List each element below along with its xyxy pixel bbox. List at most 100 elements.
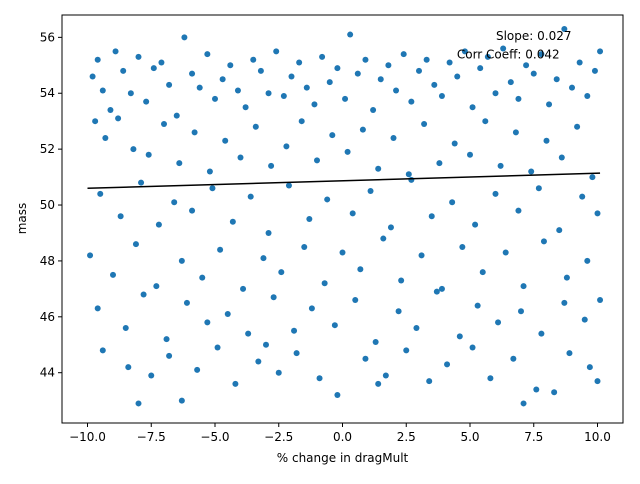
- scatter-point: [459, 243, 466, 250]
- scatter-point: [535, 185, 542, 192]
- scatter-point: [375, 165, 382, 172]
- scatter-point: [189, 70, 196, 77]
- scatter-point: [426, 378, 433, 385]
- scatter-point: [362, 355, 369, 362]
- scatter-point: [438, 285, 445, 292]
- scatter-point: [474, 302, 481, 309]
- scatter-point: [594, 210, 601, 217]
- scatter-point: [217, 246, 224, 253]
- scatter-point: [497, 162, 504, 169]
- scatter-point: [408, 98, 415, 105]
- scatter-point: [132, 241, 139, 248]
- x-tick-label: −5.0: [200, 430, 229, 444]
- scatter-point: [518, 308, 524, 315]
- scatter-point: [115, 115, 122, 122]
- scatter-point: [316, 375, 323, 382]
- scatter-point: [212, 95, 218, 102]
- scatter-point: [314, 157, 320, 164]
- scatter-point: [398, 277, 405, 284]
- scatter-point: [311, 101, 318, 108]
- scatter-point: [99, 347, 106, 354]
- scatter-point: [553, 76, 560, 83]
- scatter-point: [375, 380, 382, 387]
- scatter-point: [523, 62, 530, 69]
- scatter-point: [298, 118, 305, 125]
- scatter-point: [597, 297, 604, 304]
- scatter-point: [196, 84, 203, 91]
- scatter-point: [566, 350, 573, 357]
- scatter-point: [112, 48, 119, 55]
- scatter-point: [120, 67, 127, 74]
- scatter-point: [224, 311, 231, 318]
- scatter-point: [395, 308, 402, 315]
- scatter-point: [431, 81, 438, 88]
- scatter-point: [408, 176, 415, 183]
- x-tick-label: 7.5: [524, 430, 543, 444]
- scatter-point: [275, 369, 282, 376]
- scatter-point: [227, 62, 234, 69]
- y-tick-label: 56: [40, 30, 55, 44]
- scatter-point: [245, 330, 252, 337]
- scatter-point: [97, 190, 104, 197]
- y-axis-label: mass: [15, 203, 29, 235]
- scatter-point: [540, 238, 547, 245]
- scatter-point: [370, 107, 377, 114]
- scatter-point: [288, 73, 295, 80]
- scatter-point: [515, 207, 522, 214]
- scatter-point: [461, 48, 468, 55]
- scatter-point: [413, 324, 420, 331]
- scatter-point: [181, 34, 188, 41]
- scatter-point: [178, 257, 185, 264]
- scatter-point: [334, 65, 341, 72]
- scatter-point: [194, 366, 201, 373]
- scatter-point: [155, 221, 162, 228]
- scatter-point: [507, 79, 514, 86]
- scatter-point: [148, 372, 155, 379]
- fit-line-layer: [87, 172, 601, 190]
- scatter-point: [472, 221, 479, 228]
- scatter-point: [456, 333, 463, 340]
- scatter-point: [117, 213, 124, 220]
- scatter-point: [166, 81, 173, 88]
- scatter-point: [204, 319, 211, 326]
- scatter-point: [515, 95, 522, 102]
- y-tick-label: 48: [40, 254, 55, 268]
- scatter-point: [576, 59, 583, 66]
- scatter-point: [250, 56, 257, 63]
- points-layer: [87, 25, 604, 407]
- scatter-point: [189, 207, 196, 214]
- scatter-point: [99, 87, 106, 94]
- scatter-point: [94, 305, 101, 312]
- scatter-point: [581, 316, 588, 323]
- scatter-point: [232, 380, 239, 387]
- scatter-point: [528, 168, 535, 175]
- fit-line: [87, 172, 601, 190]
- x-tick-label: 10.0: [584, 430, 611, 444]
- scatter-point: [173, 112, 180, 119]
- scatter-point: [551, 389, 558, 396]
- scatter-point: [469, 344, 476, 351]
- scatter-point: [319, 53, 326, 60]
- y-tick-label: 50: [40, 198, 55, 212]
- scatter-point: [347, 31, 354, 38]
- scatter-point: [433, 288, 440, 295]
- scatter-point: [204, 51, 211, 58]
- scatter-point: [296, 59, 303, 66]
- y-axis-ticks: 44 46 48 50 52 54 56: [40, 30, 62, 380]
- scatter-point: [538, 330, 545, 337]
- scatter-point: [558, 154, 565, 161]
- x-tick-label: 2.5: [397, 430, 416, 444]
- y-tick-label: 46: [40, 310, 55, 324]
- scatter-point: [492, 90, 499, 97]
- x-axis-ticks: −10.0 −7.5 −5.0 −2.5 0.0 2.5 5.0 7.5 10.0: [69, 423, 611, 444]
- scatter-point: [265, 229, 272, 236]
- scatter-point: [94, 56, 101, 63]
- scatter-point: [153, 283, 160, 290]
- scatter-point: [102, 134, 109, 141]
- scatter-point: [367, 188, 374, 195]
- scatter-point: [222, 137, 229, 144]
- scatter-point: [140, 291, 147, 298]
- scatter-point: [135, 400, 142, 407]
- scatter-point: [405, 171, 412, 178]
